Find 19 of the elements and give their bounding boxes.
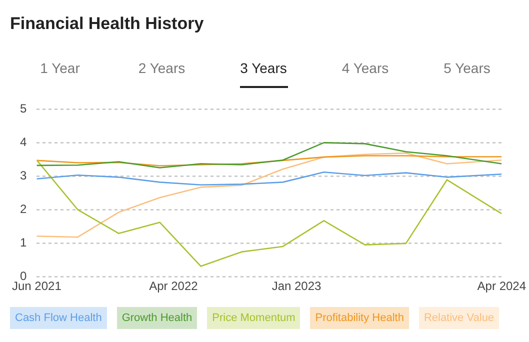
x-tick-label: Apr 2022: [149, 279, 198, 294]
text: 3 Years: [240, 60, 287, 76]
text: Price Momentum: [207, 307, 300, 329]
y-tick-label: 3: [20, 168, 27, 182]
y-tick-label: 5: [20, 102, 27, 116]
text: Relative Value: [418, 307, 500, 329]
chart-title: Financial Health History: [10, 14, 204, 34]
text: Cash Flow Health: [10, 307, 107, 329]
y-tick-label: 1: [20, 235, 27, 250]
text: 5 Years: [444, 60, 490, 76]
x-tick-label: Apr 2024: [477, 279, 526, 294]
text: Profitability Health: [310, 307, 409, 329]
text: 2 Years: [138, 60, 186, 76]
x-tick-label: Jan 2023: [272, 279, 322, 294]
y-tick-label: 2: [20, 202, 27, 216]
text: 4 Years: [342, 60, 389, 76]
text: 1 Year: [40, 60, 80, 76]
text: Growth Health: [116, 307, 198, 329]
y-tick-label: 4: [20, 134, 27, 149]
